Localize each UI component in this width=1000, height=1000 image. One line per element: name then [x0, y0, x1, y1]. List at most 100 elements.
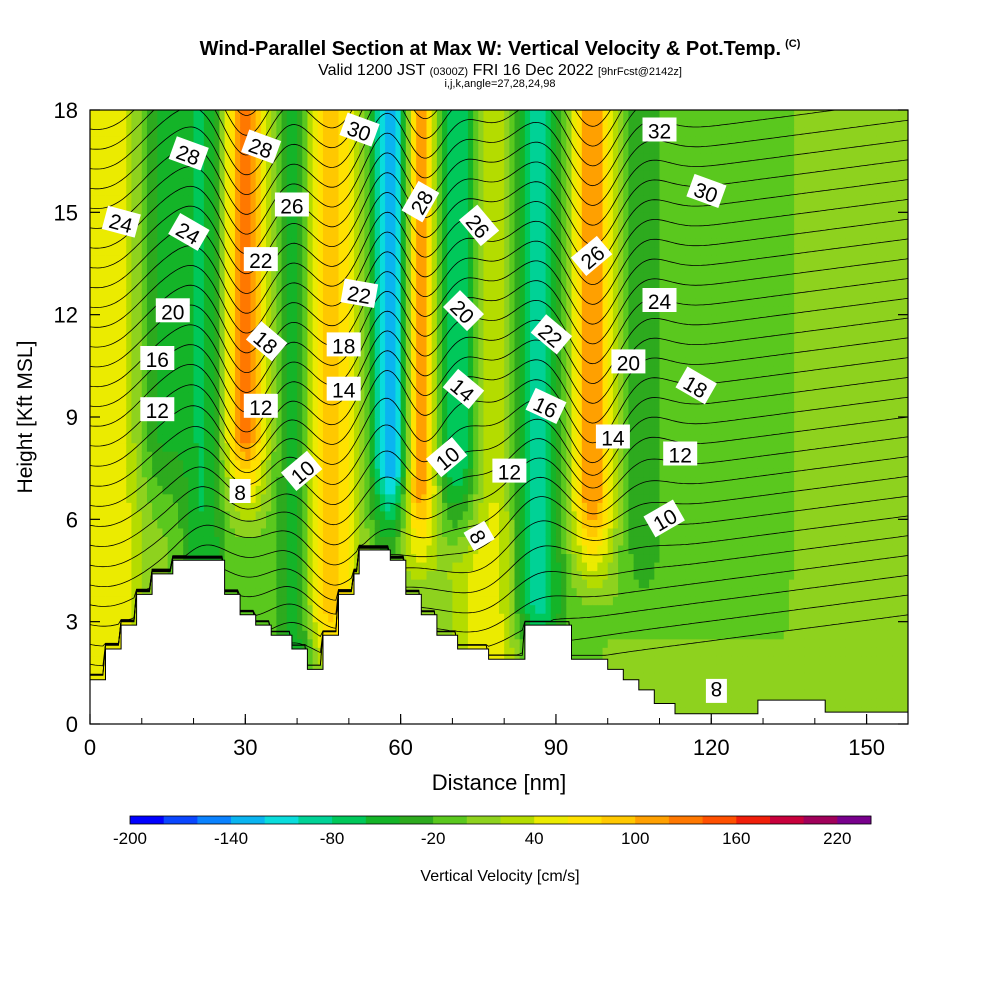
- velocity-cell: [369, 340, 376, 350]
- velocity-cell: [131, 374, 138, 384]
- velocity-cell: [219, 468, 226, 478]
- velocity-cell: [333, 110, 340, 120]
- velocity-cell: [379, 442, 386, 452]
- velocity-cell: [209, 425, 215, 435]
- velocity-cell: [115, 289, 122, 299]
- velocity-cell: [105, 254, 112, 265]
- velocity-cell: [255, 527, 262, 537]
- velocity-cell: [100, 519, 107, 529]
- velocity-cell: [250, 212, 257, 222]
- velocity-cell: [421, 135, 428, 145]
- velocity-cell: [157, 220, 164, 230]
- velocity-cell: [250, 237, 257, 248]
- velocity-cell: [276, 391, 283, 401]
- velocity-cell: [219, 135, 226, 145]
- velocity-cell: [307, 604, 314, 614]
- velocity-cell: [229, 382, 236, 393]
- velocity-cell: [188, 348, 195, 358]
- velocity-cell: [224, 536, 231, 546]
- velocity-cell: [229, 229, 236, 239]
- velocity-cell: [146, 519, 153, 529]
- velocity-cell: [307, 297, 314, 307]
- velocity-cell: [297, 510, 303, 520]
- velocity-cell: [183, 246, 189, 256]
- velocity-cell: [379, 493, 386, 503]
- velocity-cell: [240, 382, 246, 393]
- velocity-cell: [255, 425, 262, 435]
- velocity-cell: [172, 468, 179, 478]
- velocity-cell: [343, 468, 350, 478]
- velocity-cell: [157, 246, 164, 256]
- velocity-cell: [385, 263, 391, 273]
- velocity-cell: [172, 544, 179, 555]
- velocity-cell: [172, 502, 179, 512]
- velocity-cell: [271, 442, 277, 452]
- velocity-cell: [276, 596, 283, 606]
- velocity-cell: [157, 323, 164, 333]
- velocity-cell: [359, 493, 365, 503]
- velocity-cell: [359, 357, 365, 367]
- velocity-cell: [271, 553, 277, 563]
- velocity-cell: [421, 169, 428, 179]
- velocity-cell: [338, 544, 345, 555]
- velocity-cell: [146, 314, 153, 324]
- velocity-cell: [110, 195, 117, 205]
- velocity-cell: [219, 195, 226, 205]
- velocity-cell: [152, 527, 158, 537]
- velocity-cell: [224, 382, 231, 393]
- velocity-cell: [224, 348, 231, 358]
- velocity-cell: [333, 212, 340, 222]
- velocity-cell: [302, 570, 309, 580]
- velocity-cell: [307, 638, 314, 648]
- velocity-cell: [255, 587, 262, 597]
- velocity-cell: [167, 365, 174, 375]
- velocity-cell: [152, 186, 158, 196]
- velocity-cell: [214, 306, 221, 316]
- velocity-cell: [100, 280, 107, 290]
- velocity-cell: [405, 536, 412, 546]
- velocity-cell: [410, 399, 417, 410]
- velocity-cell: [146, 212, 153, 222]
- velocity-cell: [291, 408, 298, 418]
- velocity-cell: [364, 442, 371, 452]
- velocity-cell: [421, 579, 428, 589]
- velocity-cell: [100, 553, 107, 563]
- velocity-cell: [405, 417, 412, 427]
- velocity-cell: [266, 519, 272, 529]
- velocity-cell: [442, 425, 448, 435]
- velocity-cell: [126, 604, 133, 614]
- velocity-cell: [374, 263, 381, 273]
- velocity-cell: [364, 220, 371, 230]
- velocity-cell: [390, 178, 397, 188]
- velocity-cell: [90, 604, 96, 614]
- velocity-cell: [224, 323, 231, 333]
- velocity-cell: [266, 417, 272, 427]
- velocity-cell: [374, 408, 381, 418]
- velocity-cell: [348, 408, 355, 418]
- velocity-cell: [322, 519, 329, 529]
- velocity-cell: [312, 544, 319, 555]
- velocity-cell: [178, 451, 184, 461]
- velocity-cell: [203, 314, 210, 324]
- velocity-cell: [431, 135, 438, 145]
- velocity-cell: [250, 152, 257, 162]
- velocity-cell: [436, 186, 443, 196]
- velocity-cell: [431, 425, 438, 435]
- velocity-cell: [322, 272, 329, 282]
- velocity-cell: [385, 152, 391, 162]
- velocity-cell: [95, 570, 101, 580]
- velocity-cell: [369, 425, 376, 435]
- velocity-cell: [385, 502, 391, 512]
- velocity-cell: [307, 561, 314, 572]
- velocity-cell: [178, 272, 184, 282]
- velocity-cell: [421, 127, 428, 137]
- velocity-cell: [395, 323, 402, 333]
- velocity-cell: [162, 263, 169, 273]
- velocity-cell: [400, 280, 407, 290]
- velocity-cell: [260, 570, 267, 580]
- velocity-cell: [95, 306, 101, 316]
- velocity-cell: [426, 399, 433, 410]
- velocity-cell: [234, 442, 241, 452]
- velocity-cell: [364, 382, 371, 393]
- velocity-cell: [95, 417, 101, 427]
